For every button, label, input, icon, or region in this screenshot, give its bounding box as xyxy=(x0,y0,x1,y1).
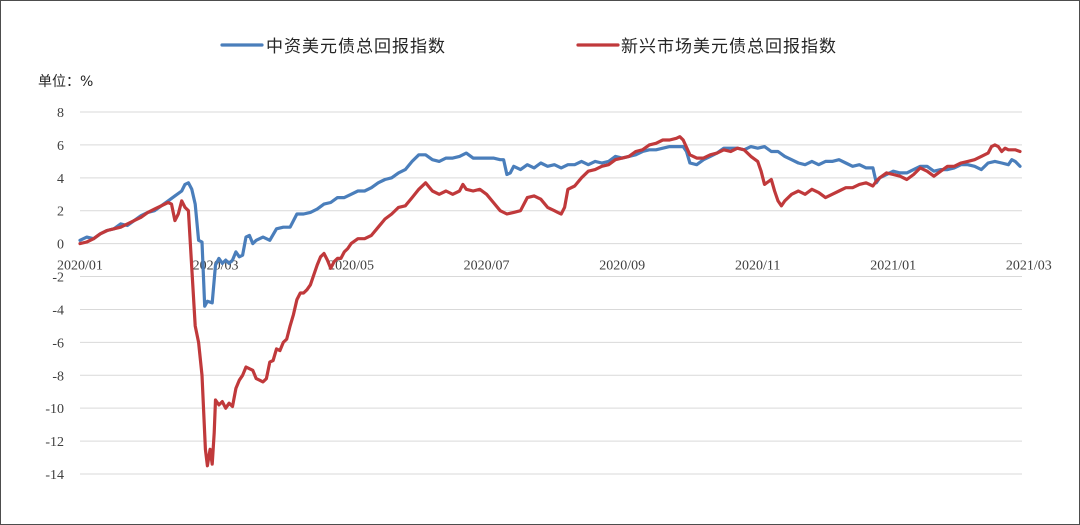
x-tick-label: 2020/09 xyxy=(599,259,645,274)
legend-label-china-usd-bond: 中资美元债总回报指数 xyxy=(266,37,446,57)
legend: 中资美元债总回报指数 新兴市场美元债总回报指数 xyxy=(220,37,837,57)
legend-label-em-usd-bond: 新兴市场美元债总回报指数 xyxy=(621,37,837,57)
y-tick-label: 6 xyxy=(57,139,64,154)
x-tick-label: 2020/07 xyxy=(464,259,510,274)
y-tick-label: 4 xyxy=(57,172,64,187)
series-layer xyxy=(78,135,1022,468)
x-tick-label: 2021/01 xyxy=(870,259,916,274)
y-tick-label: -6 xyxy=(52,336,64,351)
y-tick-label: -14 xyxy=(45,468,64,483)
y-tick-label: -12 xyxy=(45,435,64,450)
y-tick-label: 2 xyxy=(57,205,64,220)
y-tick-label: -10 xyxy=(45,402,64,417)
grid-lines xyxy=(80,111,1022,475)
x-tick-label: 2020/11 xyxy=(735,259,780,274)
y-tick-label: 8 xyxy=(57,106,64,121)
y-tick-label: -4 xyxy=(52,303,64,318)
x-tick-label: 2020/05 xyxy=(328,259,374,274)
unit-label: 单位：% xyxy=(38,74,93,90)
series-line-em-usd-bond xyxy=(78,135,1022,468)
y-tick-label: -8 xyxy=(52,369,64,384)
y-tick-label: 0 xyxy=(57,238,64,253)
x-axis-ticks: 2020/01 2020/03 2020/05 2020/07 2020/09 2020/… xyxy=(57,259,1052,274)
x-tick-label: 2020/01 xyxy=(57,259,103,274)
series-line-china-usd-bond xyxy=(78,145,1022,308)
y-tick-label: -2 xyxy=(52,271,64,286)
x-tick-label: 2021/03 xyxy=(1006,259,1052,274)
y-axis-ticks: 8 6 4 2 0 -2 -4 -6 -8 -10 -12 -14 xyxy=(45,106,64,483)
